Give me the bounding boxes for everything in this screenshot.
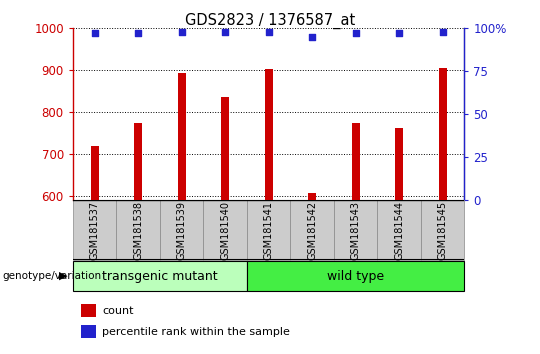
Text: genotype/variation: genotype/variation bbox=[3, 271, 102, 281]
Text: wild type: wild type bbox=[327, 270, 384, 282]
Bar bbox=[178, 73, 186, 200]
Bar bbox=[81, 325, 97, 338]
Bar bbox=[421, 200, 464, 260]
Point bbox=[352, 31, 360, 36]
Bar bbox=[73, 200, 117, 260]
Text: GSM181539: GSM181539 bbox=[177, 201, 187, 259]
Bar bbox=[334, 200, 377, 260]
Text: GDS2823 / 1376587_at: GDS2823 / 1376587_at bbox=[185, 12, 355, 29]
Bar bbox=[395, 128, 403, 200]
Bar bbox=[134, 124, 142, 200]
Point bbox=[395, 31, 403, 36]
Text: ▶: ▶ bbox=[59, 271, 68, 281]
Text: GSM181544: GSM181544 bbox=[394, 201, 404, 259]
Point bbox=[438, 29, 447, 35]
Text: GSM181538: GSM181538 bbox=[133, 201, 143, 259]
Point bbox=[265, 29, 273, 35]
Bar bbox=[204, 200, 247, 260]
Text: transgenic mutant: transgenic mutant bbox=[102, 270, 218, 282]
Bar bbox=[91, 147, 99, 200]
Point bbox=[90, 31, 99, 36]
Bar bbox=[160, 200, 204, 260]
Bar bbox=[247, 261, 464, 291]
Bar bbox=[291, 200, 334, 260]
Bar bbox=[247, 200, 291, 260]
Point bbox=[308, 34, 316, 40]
Bar bbox=[81, 304, 97, 317]
Bar bbox=[117, 200, 160, 260]
Bar bbox=[377, 200, 421, 260]
Text: GSM181545: GSM181545 bbox=[437, 200, 448, 260]
Point bbox=[221, 29, 230, 35]
Bar bbox=[308, 193, 316, 200]
Point bbox=[177, 29, 186, 35]
Bar bbox=[265, 69, 273, 200]
Bar bbox=[352, 122, 360, 200]
Text: GSM181543: GSM181543 bbox=[350, 201, 361, 259]
Text: GSM181542: GSM181542 bbox=[307, 200, 317, 260]
Bar bbox=[73, 261, 247, 291]
Text: GSM181541: GSM181541 bbox=[264, 201, 274, 259]
Text: count: count bbox=[102, 306, 134, 316]
Text: GSM181537: GSM181537 bbox=[90, 200, 100, 260]
Text: GSM181540: GSM181540 bbox=[220, 201, 230, 259]
Text: percentile rank within the sample: percentile rank within the sample bbox=[102, 327, 290, 337]
Bar bbox=[221, 97, 229, 200]
Bar bbox=[438, 68, 447, 200]
Point bbox=[134, 31, 143, 36]
